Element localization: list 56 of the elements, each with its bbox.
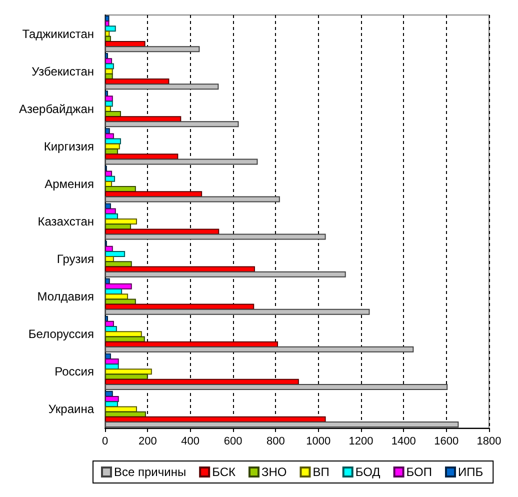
bar: [105, 158, 258, 165]
x-tick-label: 0: [102, 436, 108, 448]
x-tick-label: 1800: [476, 436, 502, 448]
bar: [105, 384, 448, 390]
bar: [105, 308, 370, 315]
bar: [105, 271, 346, 278]
bar: [105, 15, 110, 22]
bar: [105, 346, 414, 352]
bar: [105, 20, 110, 27]
x-tick-label: 200: [138, 436, 157, 448]
y-tick-label: Узбекистан: [32, 64, 94, 78]
bar: [105, 266, 255, 272]
y-tick-label: Азербайджан: [18, 102, 94, 116]
bar: [105, 422, 459, 428]
bar: [105, 84, 219, 90]
y-tick-label: Армения: [44, 176, 94, 191]
x-tick-label: 1600: [434, 436, 459, 448]
bar: [105, 234, 326, 240]
y-tick-label: Грузия: [56, 252, 94, 266]
x-tick-label: 600: [224, 436, 242, 448]
legend-label: ИПБ: [458, 465, 484, 479]
legend-label: Все причины: [114, 465, 186, 479]
x-tick-label: 800: [266, 436, 285, 448]
x-tick-label: 1400: [391, 436, 416, 448]
bar: [105, 133, 114, 140]
y-tick-label: Молдавия: [37, 290, 94, 304]
bar: [105, 406, 137, 412]
bar: [105, 283, 132, 290]
bar: [105, 368, 152, 375]
bar: [105, 63, 114, 70]
y-tick-label: Россия: [54, 364, 94, 379]
legend-label: БОП: [406, 465, 432, 479]
legend-label: БОД: [355, 465, 380, 479]
bar: [105, 121, 239, 128]
legend-label: ЗНО: [261, 465, 287, 479]
bar: [105, 100, 113, 107]
bar: [105, 96, 113, 102]
y-tick-label: Белоруссия: [28, 327, 94, 342]
bar: [105, 196, 280, 202]
bar: [105, 228, 220, 235]
y-tick-label: Таджикистан: [22, 26, 94, 41]
legend-label: ВП: [312, 465, 330, 479]
y-tick-label: Казахстан: [38, 214, 94, 228]
bar: [105, 203, 111, 210]
y-tick-label: Киргизия: [44, 139, 94, 154]
x-tick-label: 1000: [306, 436, 331, 448]
bar: [105, 298, 136, 305]
bar: [105, 46, 200, 52]
bar: [105, 250, 126, 257]
bar: [105, 191, 202, 198]
bar: [105, 336, 145, 342]
y-tick-label: Украина: [48, 402, 94, 416]
legend-label: БСК: [212, 465, 236, 479]
bar: [105, 26, 116, 32]
x-tick-label: 400: [181, 436, 200, 448]
x-tick-label: 1200: [348, 436, 374, 448]
